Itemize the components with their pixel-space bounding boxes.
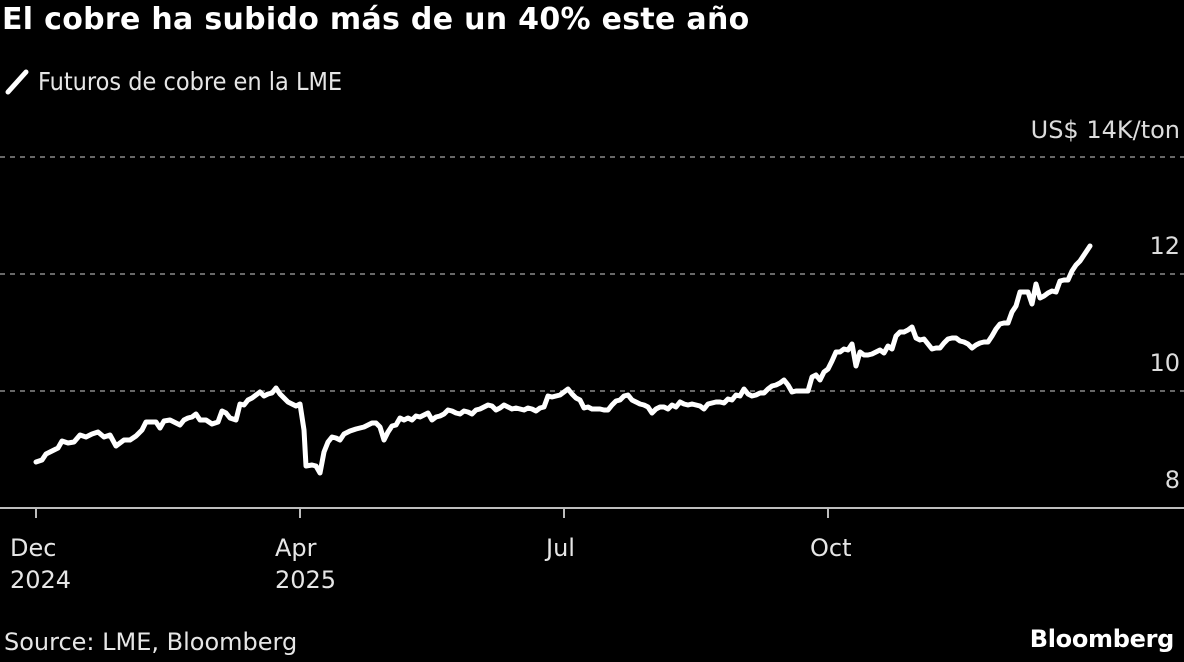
x-tick-jul: Jul [546,532,575,564]
bloomberg-logo: Bloomberg [1029,625,1175,653]
x-tick-oct: Oct [810,532,852,564]
gridlines [0,156,1184,392]
x-tick-month: Jul [546,534,575,562]
legend: Futuros de cobre en la LME [4,66,342,96]
y-tick-8: 8 [1164,466,1180,494]
legend-label: Futuros de cobre en la LME [38,66,343,96]
copper-futures-line [33,243,1093,476]
x-tick-month: Dec [10,534,57,562]
source-note: Source: LME, Bloomberg [4,628,298,656]
x-tick-year: 2024 [10,566,72,594]
x-tick-year: 2025 [275,566,337,594]
y-tick-12: 12 [1149,232,1180,260]
line-legend-icon [5,69,29,95]
x-tick-month: Oct [810,534,852,562]
x-tick-apr-2025: Apr 2025 [275,532,336,596]
x-tick-month: Apr [275,534,317,562]
y-tick-10: 10 [1149,349,1180,377]
y-axis-unit-label: US$ 14K/ton [1030,116,1180,144]
x-axis-ticks [35,508,829,518]
chart-title: El cobre ha subido más de un 40% este añ… [2,2,750,37]
x-tick-dec-2024: Dec 2024 [10,532,71,596]
